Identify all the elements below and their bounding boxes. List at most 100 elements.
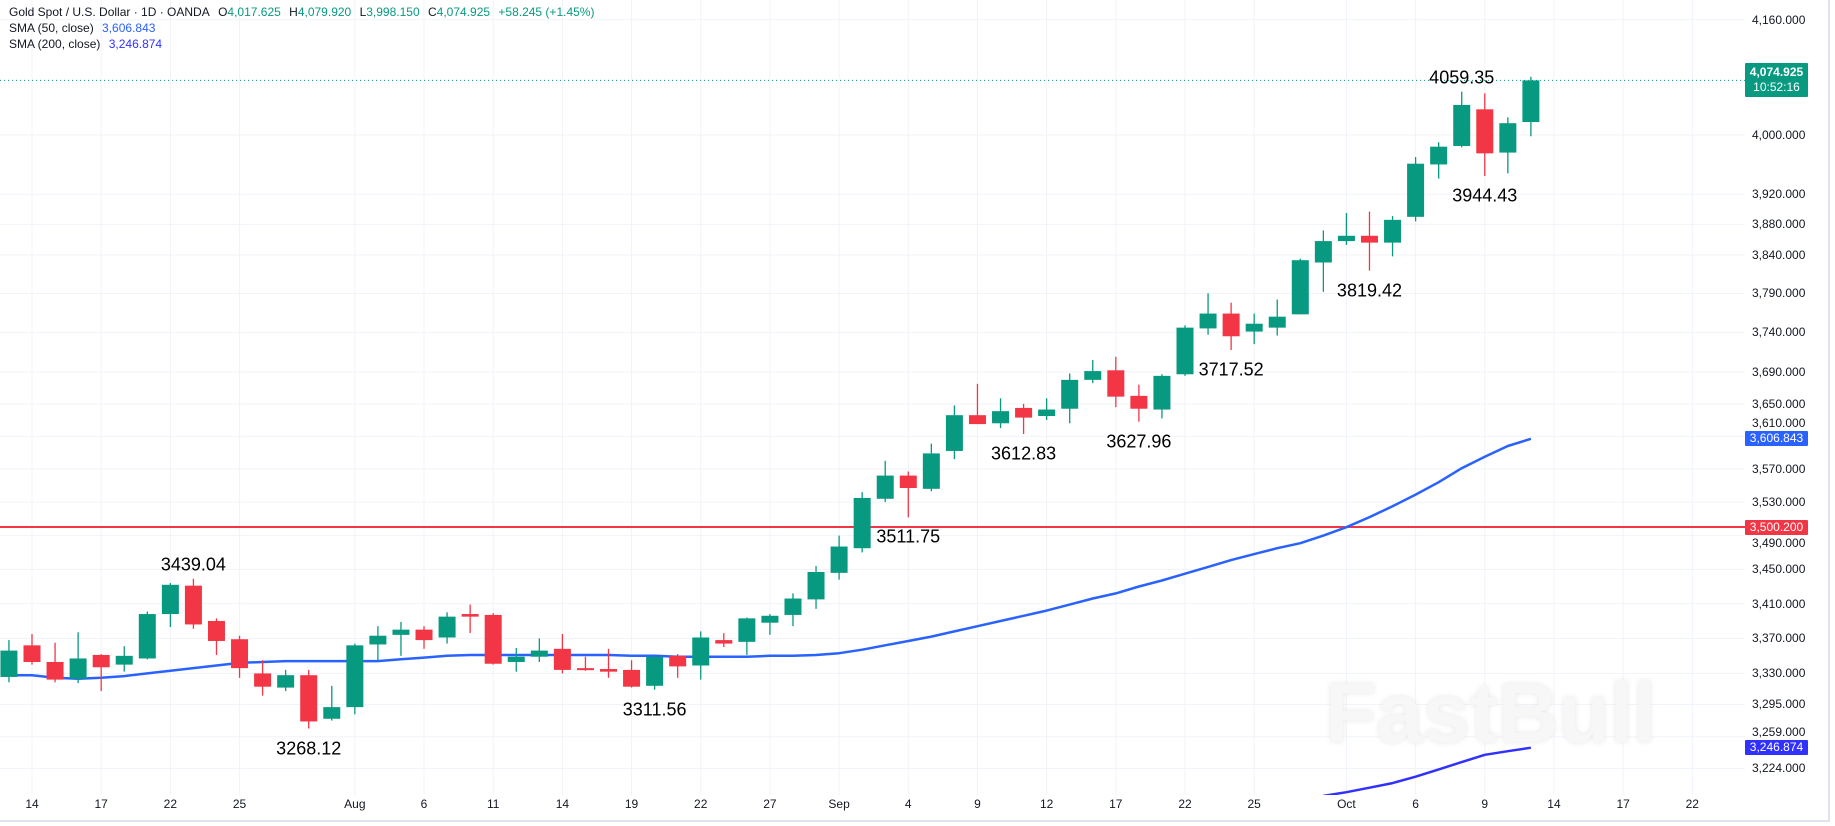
candle-2025-09-04[interactable] [899,471,917,518]
candle-2025-08-26[interactable] [738,617,756,655]
candle-2025-09-26[interactable] [1268,299,1286,336]
candle-body [346,645,364,708]
candle-2025-09-29[interactable] [1291,258,1309,315]
candle-2025-08-07[interactable] [438,612,456,644]
candle-2025-08-21[interactable] [669,654,687,678]
candle-body [138,614,156,659]
sma200-legend[interactable]: SMA (200, close) 3,246.874 [9,36,167,52]
candle-body [461,614,479,617]
time-tick-label: Oct [1337,797,1356,811]
candle-body [1407,163,1425,217]
candle-2025-08-06[interactable] [415,626,433,649]
candle-2025-09-03[interactable] [876,460,894,503]
candle-2025-10-10[interactable] [1499,117,1517,174]
candle-body [1107,370,1125,397]
symbol-legend[interactable]: Gold Spot / U.S. Dollar · 1D · OANDA O4,… [9,4,599,20]
candle-2025-07-18[interactable] [115,646,133,672]
candle-2025-08-08[interactable] [461,604,479,634]
candle-2025-10-08[interactable] [1453,91,1471,148]
candle-body [300,675,318,722]
candle-2025-08-04[interactable] [369,626,387,661]
candle-2025-09-12[interactable] [1038,398,1056,421]
candle-2025-07-16[interactable] [69,632,87,684]
candle-body [623,669,641,687]
candle-2025-09-24[interactable] [1222,302,1240,351]
candle-2025-08-12[interactable] [507,647,525,672]
candle-2025-08-18[interactable] [600,648,617,678]
candle-2025-09-18[interactable] [1130,384,1148,422]
symbol-title[interactable]: Gold Spot / U.S. Dollar · 1D · OANDA [9,5,210,19]
candle-2025-07-15[interactable] [46,642,64,683]
candle-2025-07-24[interactable] [207,618,225,655]
candle-2025-07-21[interactable] [138,611,156,660]
sma200-label[interactable]: SMA (200, close) [9,37,101,51]
candle-2025-10-13[interactable] [1522,76,1540,137]
candle-2025-08-14[interactable] [553,633,571,674]
candle-2025-09-17[interactable] [1107,356,1125,408]
candle-2025-10-09[interactable] [1476,93,1494,177]
price-tick-label: 3,224.000 [1752,761,1806,776]
price-tick-label: 3,650.000 [1752,396,1806,411]
candle-2025-09-10[interactable] [992,398,1010,429]
candle-2025-09-19[interactable] [1153,374,1171,419]
candle-2025-09-22[interactable] [1176,325,1194,376]
candle-2025-07-14[interactable] [23,633,41,665]
price-chart[interactable] [0,0,1745,795]
candle-2025-09-15[interactable] [1061,373,1079,424]
candle-2025-08-05[interactable] [392,621,410,656]
candle-2025-07-29[interactable] [277,669,295,692]
candle-2025-09-09[interactable] [968,383,986,425]
candle-2025-09-30[interactable] [1314,230,1332,292]
candle-2025-07-31[interactable] [323,685,341,721]
candle-2025-08-01[interactable] [346,643,364,715]
candle-body [254,673,272,687]
candle-2025-07-11[interactable] [0,640,18,683]
candle-2025-07-17[interactable] [92,654,110,692]
candle-2025-09-01[interactable] [830,535,848,580]
candle-body [968,415,986,425]
sma50-label[interactable]: SMA (50, close) [9,21,94,35]
candle-2025-08-29[interactable] [807,566,825,609]
candle-2025-09-08[interactable] [945,405,963,460]
sma200-line[interactable] [1323,746,1532,795]
candle-2025-09-05[interactable] [922,443,940,492]
candle-body [1268,316,1286,328]
candle-2025-08-13[interactable] [530,638,548,662]
candle-2025-10-02[interactable] [1360,211,1378,271]
candle-2025-08-20[interactable] [646,656,664,690]
candle-body [1130,395,1148,409]
candle-2025-08-11[interactable] [484,613,502,665]
price-tick-label: 3,259.000 [1752,725,1806,740]
sma200-badge: 3,246.874 [1745,740,1808,756]
candle-2025-09-23[interactable] [1199,293,1217,335]
candle-2025-10-01[interactable] [1337,213,1355,245]
high-value: 4,079.920 [297,5,352,19]
price-annotation: 3612.83 [991,443,1057,464]
candle-2025-10-06[interactable] [1407,157,1425,222]
candle-2025-08-27[interactable] [761,614,779,635]
candle-2025-08-15[interactable] [576,656,594,671]
low-value: 3,998.150 [366,5,420,19]
candle-2025-08-25[interactable] [715,633,733,648]
candle-2025-09-16[interactable] [1084,359,1102,384]
candle-2025-07-30[interactable] [300,669,318,729]
candle-2025-07-22[interactable] [161,583,179,628]
candle-2025-08-28[interactable] [784,593,802,627]
time-tick-label: 6 [420,797,428,811]
candle-2025-10-03[interactable] [1384,216,1402,257]
candle-2025-10-07[interactable] [1430,142,1448,179]
candle-2025-08-19[interactable] [623,660,641,688]
candle-2025-08-22[interactable] [692,631,710,680]
candle-2025-07-28[interactable] [254,660,272,696]
candle-2025-07-23[interactable] [184,578,202,629]
candle-2025-09-02[interactable] [853,492,871,553]
candle-2025-07-25[interactable] [231,635,249,678]
candle-body [161,584,179,615]
candle-body [507,656,525,662]
candle-2025-09-25[interactable] [1245,313,1263,345]
sma50-legend[interactable]: SMA (50, close) 3,606.843 [9,20,160,36]
candle-2025-09-11[interactable] [1015,403,1033,434]
price-tick-label: 3,610.000 [1752,416,1806,431]
time-tick-label: 17 [1109,797,1123,811]
